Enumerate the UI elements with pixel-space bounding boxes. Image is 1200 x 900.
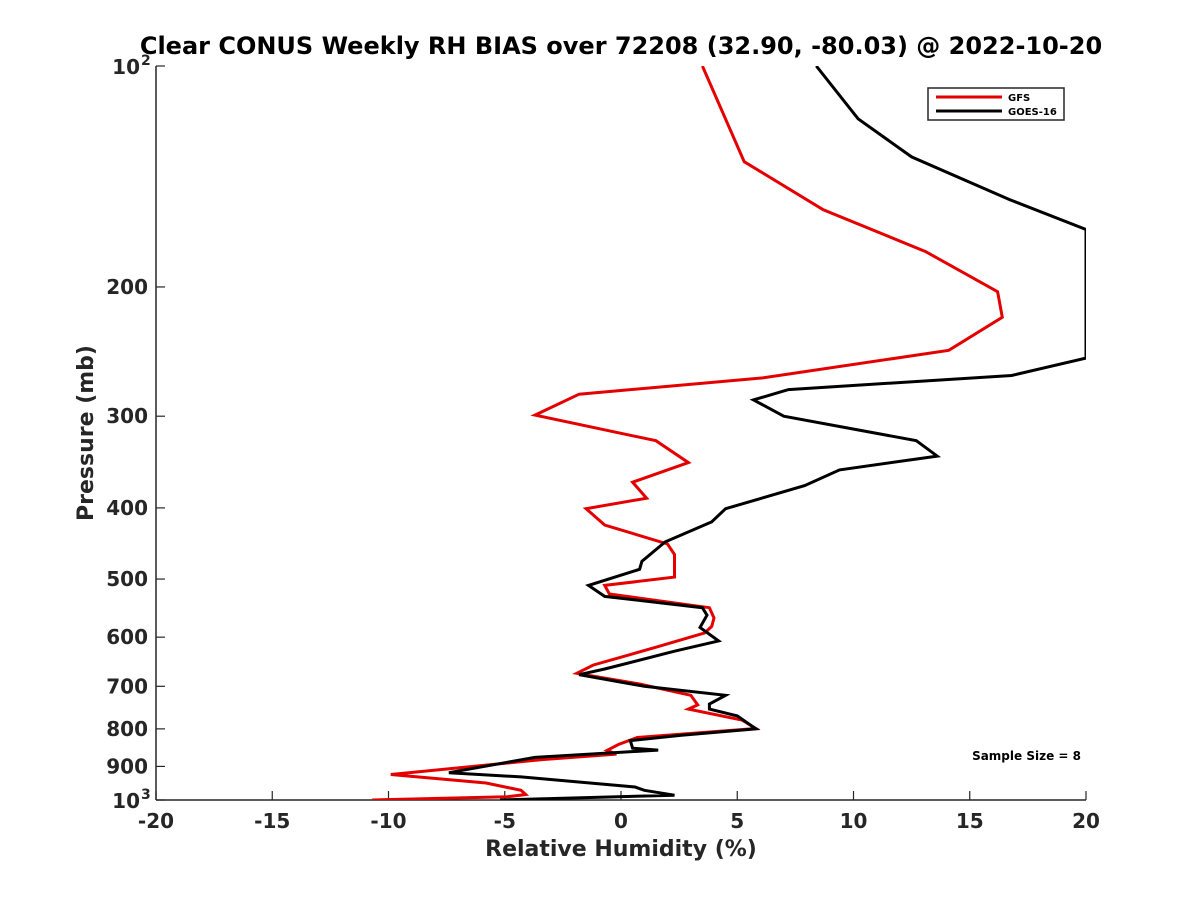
x-axis-label: Relative Humidity (%): [485, 837, 757, 862]
y-tick-exponent: 3: [141, 787, 151, 803]
y-tick-label: 10: [112, 789, 140, 813]
y-tick-exponent: 2: [141, 53, 151, 69]
x-tick-label: 15: [956, 809, 984, 833]
y-tick-label: 900: [106, 754, 148, 778]
x-tick-label: -5: [494, 809, 516, 833]
x-tick-label: 10: [840, 809, 868, 833]
x-tick-label: 0: [614, 809, 628, 833]
series-line-goes-16: [448, 66, 1086, 800]
y-axis-label: Pressure (mb): [74, 345, 99, 521]
series-line-gfs: [372, 66, 1004, 800]
sample-size-annotation: Sample Size = 8: [972, 749, 1081, 763]
annotations: Sample Size = 8: [972, 749, 1081, 763]
series-layer: [372, 66, 1086, 800]
y-tick-label: 300: [106, 404, 148, 428]
x-tick-label: 20: [1072, 809, 1100, 833]
y-tick-label: 700: [106, 674, 148, 698]
legend: GFS GOES-16: [927, 87, 1065, 121]
x-tick-label: -20: [138, 809, 174, 833]
y-tick-label: 400: [106, 496, 148, 520]
chart-title: Clear CONUS Weekly RH BIAS over 72208 (3…: [140, 32, 1102, 60]
legend-label: GOES-16: [1008, 107, 1057, 118]
y-tick-label: 600: [106, 625, 148, 649]
legend-label: GFS: [1008, 93, 1030, 104]
x-tick-label: -10: [370, 809, 406, 833]
legend-box: [927, 87, 1065, 121]
x-tick-label: 5: [730, 809, 744, 833]
y-tick-label: 200: [106, 275, 148, 299]
y-tick-label: 800: [106, 717, 148, 741]
y-tick-label: 500: [106, 567, 148, 591]
x-tick-label: -15: [254, 809, 290, 833]
y-tick-label: 10: [112, 55, 140, 79]
